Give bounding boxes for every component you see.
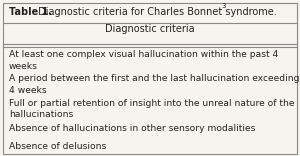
Text: Diagnostic criteria: Diagnostic criteria (105, 24, 195, 34)
Text: Full or partial retention of insight into the unreal nature of the
hallucination: Full or partial retention of insight int… (9, 99, 295, 119)
Text: Diagnostic criteria for Charles Bonnet syndrome.: Diagnostic criteria for Charles Bonnet s… (35, 7, 277, 17)
Text: 3: 3 (221, 3, 226, 9)
Text: At least one complex visual hallucination within the past 4
weeks: At least one complex visual hallucinatio… (9, 50, 278, 71)
Text: Absence of delusions: Absence of delusions (9, 142, 106, 151)
Text: Table 1.: Table 1. (9, 7, 52, 17)
Text: Absence of hallucinations in other sensory modalities: Absence of hallucinations in other senso… (9, 124, 255, 133)
Text: A period between the first and the last hallucination exceeding
4 weeks: A period between the first and the last … (9, 74, 299, 95)
